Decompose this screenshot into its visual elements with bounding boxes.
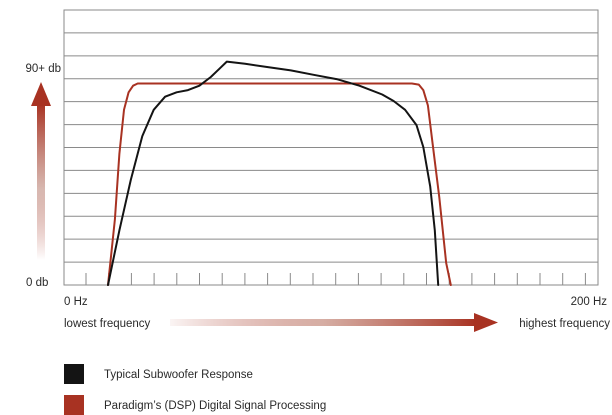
legend: Typical Subwoofer Response Paradigm’s (D… [64, 364, 326, 415]
legend-label: Typical Subwoofer Response [104, 369, 253, 381]
legend-item-dsp: Paradigm’s (DSP) Digital Signal Processi… [64, 395, 326, 415]
legend-swatch [64, 395, 84, 415]
amplitude-arrow [31, 82, 51, 260]
legend-swatch [64, 364, 84, 384]
x-end-caption: highest frequency [519, 318, 610, 330]
x-end-label: 200 Hz [571, 296, 608, 308]
legend-label: Paradigm’s (DSP) Digital Signal Processi… [104, 400, 326, 412]
x-start-caption: lowest frequency [64, 318, 151, 330]
x-start-label: 0 Hz [64, 296, 88, 308]
plot-grid [63, 9, 599, 286]
y-top-label: 90+ db [26, 63, 62, 75]
frequency-arrow [170, 313, 498, 332]
y-bottom-label: 0 db [26, 277, 48, 289]
legend-item-typical: Typical Subwoofer Response [64, 364, 253, 384]
series-typical-subwoofer-line [107, 60, 440, 286]
series-dsp-line [107, 82, 452, 286]
x-axis-ticks [85, 273, 586, 285]
